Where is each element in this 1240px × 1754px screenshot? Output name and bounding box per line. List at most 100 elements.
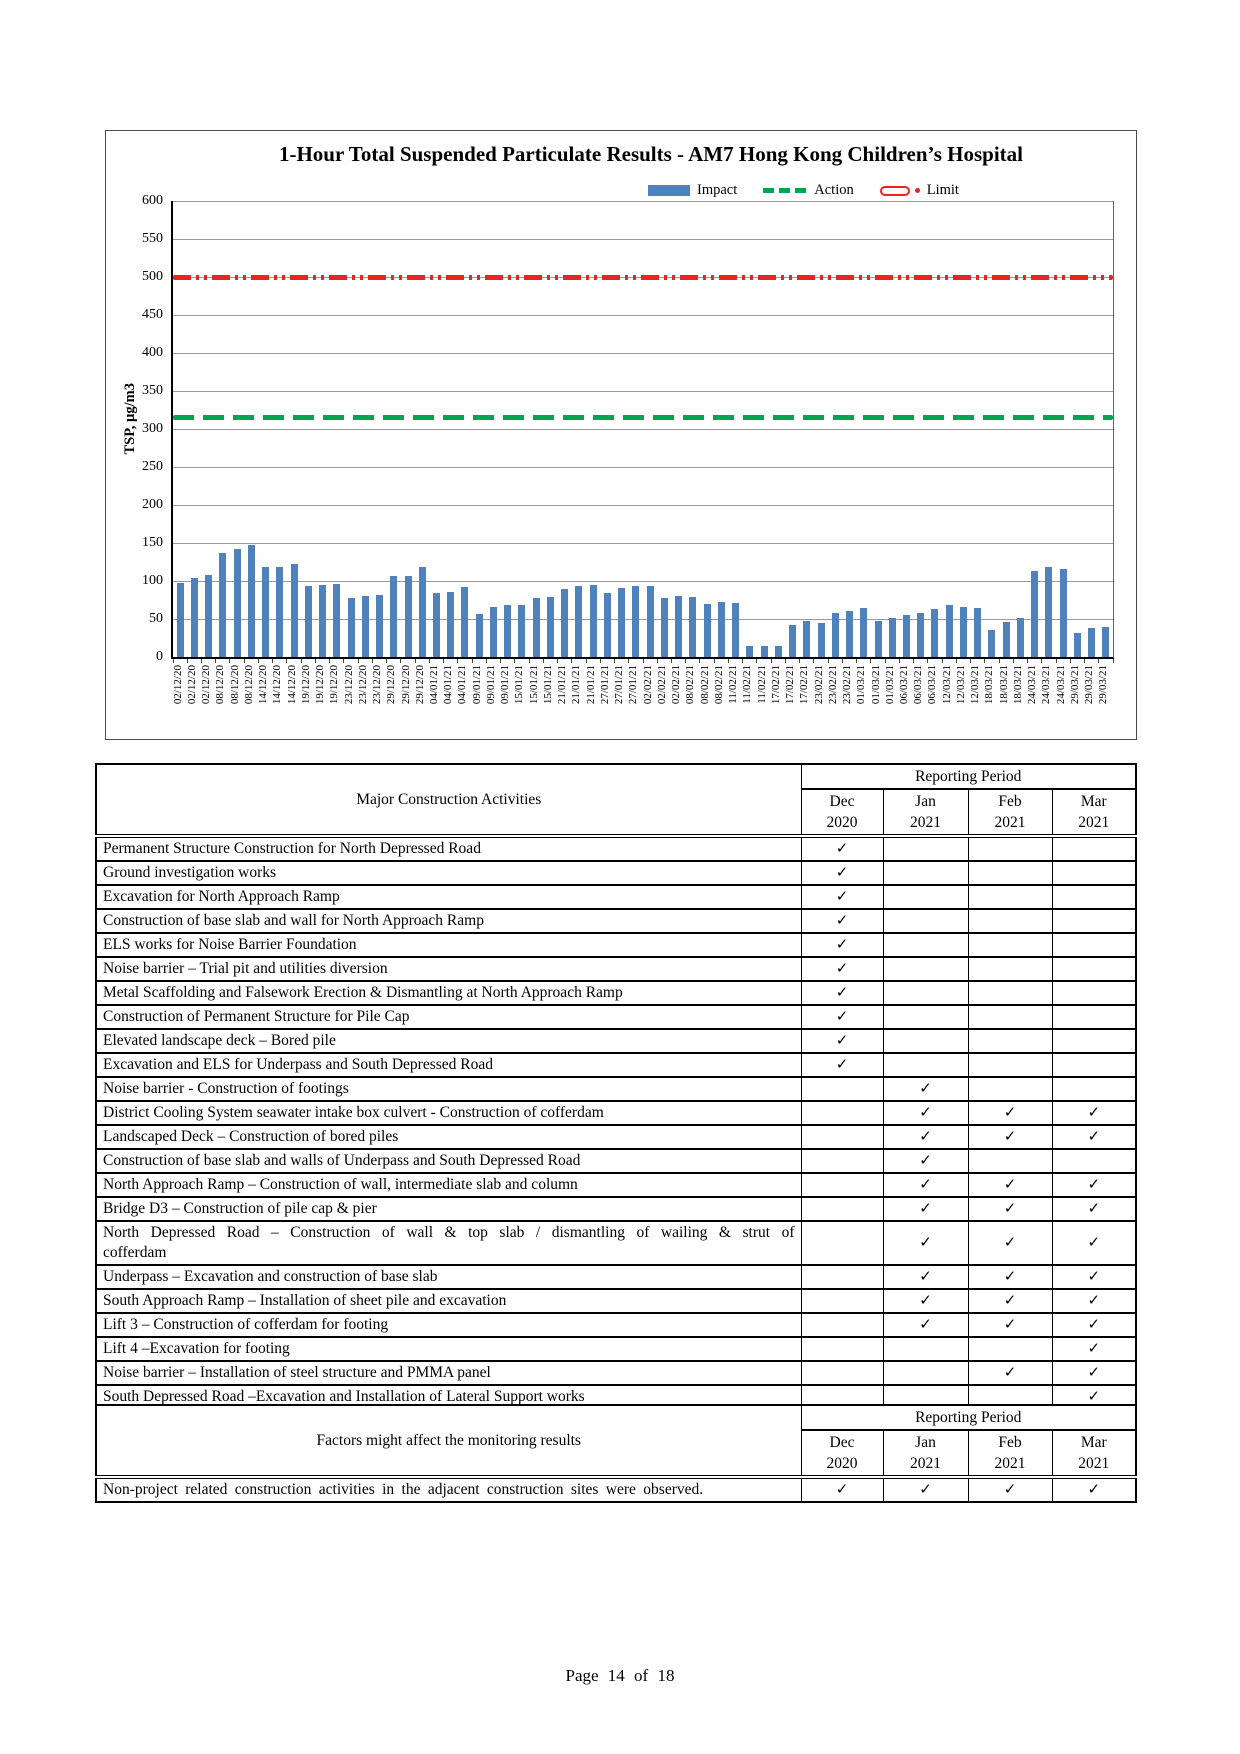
- x-axis-tick: [927, 659, 929, 663]
- legend-item-impact: Impact: [648, 182, 737, 199]
- x-axis-tick: [400, 659, 402, 663]
- impact-bar: [376, 595, 383, 657]
- impact-bar: [959, 606, 967, 657]
- x-axis-tick: [955, 659, 957, 663]
- impact-bar: [888, 618, 896, 657]
- check-cell: ✓: [882, 1100, 969, 1126]
- table-row: Ground investigation works ✓: [95, 860, 1137, 886]
- check-cell: ✓: [967, 1312, 1053, 1338]
- impact-bar: [874, 620, 882, 657]
- factors-table: Factors might affect the monitoring resu…: [95, 1404, 1138, 1503]
- check-cell: [1051, 1028, 1137, 1054]
- limit-dot-icon: [914, 188, 920, 193]
- impact-bar: [575, 585, 583, 657]
- legend-label-impact: Impact: [697, 182, 738, 198]
- table-row: District Cooling System seawater intake …: [95, 1100, 1137, 1126]
- period-header-row: Dec 2020 Jan 2021 Feb 2021 Mar 2021: [96, 788, 1137, 838]
- x-axis-tick: [756, 659, 758, 663]
- impact-bar: [489, 606, 497, 657]
- x-axis-date-label: 02/12/20: [185, 665, 198, 705]
- table-row: Landscaped Deck – Construction of bored …: [95, 1124, 1137, 1150]
- check-cell: [882, 932, 969, 958]
- table-row: Bridge D3 – Construction of pile cap & p…: [95, 1196, 1137, 1222]
- limit-pill-icon: [879, 185, 910, 196]
- y-tick-label: 150: [142, 535, 163, 550]
- check-cell: [800, 1076, 884, 1102]
- x-axis-tick: [699, 659, 701, 663]
- check-cell: [1051, 932, 1137, 958]
- x-axis-date-label: 12/03/21: [954, 665, 967, 705]
- activity-label: Excavation for North Approach Ramp: [95, 884, 802, 910]
- impact-bar: [190, 577, 198, 657]
- check-cell: ✓: [882, 1124, 969, 1150]
- period-year: 2021: [994, 814, 1026, 831]
- tsp-chart: 1-Hour Total Suspended Particulate Resul…: [105, 130, 1137, 740]
- impact-bar: [319, 584, 327, 657]
- impact-bar: [390, 575, 398, 657]
- x-axis-tick: [371, 659, 373, 663]
- x-axis-tick: [913, 659, 915, 663]
- x-axis-date-label: 08/02/21: [684, 665, 697, 705]
- check-cell: [882, 1028, 969, 1054]
- period-month: Mar: [1080, 1434, 1107, 1451]
- impact-bar: [803, 620, 811, 657]
- check-cell: ✓: [1051, 1196, 1137, 1222]
- y-tick-label: 600: [142, 193, 163, 208]
- x-axis-date-label: 23/02/21: [841, 665, 853, 705]
- table-row: Excavation for North Approach Ramp ✓: [95, 884, 1137, 910]
- x-axis-tick: [628, 659, 630, 663]
- x-axis-tick: [1055, 659, 1057, 663]
- table-row: Construction of Permanent Structure for …: [95, 1004, 1137, 1030]
- plot-area: 0 50 100 150 200 250 300 350 400 450 500 550 600: [142, 193, 1114, 664]
- x-axis-labels: 02/12/20 02/12/20 02/12/20 08/12/20 08/12/20…: [171, 661, 1111, 737]
- x-axis-tick: [656, 659, 658, 663]
- impact-bar: [945, 605, 953, 657]
- legend-item-action: Action: [763, 182, 854, 199]
- y-tick-label: 550: [142, 231, 163, 246]
- x-axis-date-label: 29/03/21: [1083, 665, 1096, 705]
- x-axis-date-label: 24/03/21: [1026, 665, 1039, 705]
- factors-header: Factors might affect the monitoring resu…: [95, 1404, 802, 1479]
- x-axis-tick: [813, 659, 815, 663]
- period-month: Mar: [1080, 793, 1107, 810]
- x-axis-date-label: 09/01/21: [484, 665, 497, 705]
- check-cell: ✓: [1051, 1220, 1137, 1266]
- x-axis-tick: [685, 659, 687, 663]
- period-header-cell: Jan 2021: [882, 788, 969, 838]
- activities-table: Major Construction Activities Reporting …: [95, 763, 1138, 1410]
- period-header-cell: Feb 2021: [967, 788, 1053, 838]
- x-axis-date-label: 06/03/21: [926, 665, 939, 705]
- legend-label-action: Action: [814, 182, 854, 198]
- x-axis-date-label: 17/02/21: [798, 665, 811, 705]
- impact-bar: [176, 582, 184, 657]
- period-year: 2021: [910, 814, 941, 831]
- x-axis-tick: [272, 659, 274, 663]
- check-cell: [967, 860, 1053, 886]
- check-cell: [1051, 1052, 1137, 1078]
- x-axis-tick: [243, 659, 245, 663]
- check-cell: ✓: [800, 932, 884, 958]
- check-cell: [967, 980, 1053, 1006]
- x-axis-tick: [585, 659, 587, 663]
- check-cell: ✓: [882, 1196, 969, 1222]
- check-cell: [800, 1196, 884, 1222]
- impact-bar: [732, 603, 740, 657]
- period-month: Feb: [998, 793, 1022, 810]
- y-tick-label: 250: [142, 459, 163, 474]
- x-axis-tick: [898, 659, 900, 663]
- x-axis-date-label: 02/02/21: [641, 665, 654, 705]
- x-axis-tick: [841, 659, 843, 663]
- check-cell: [967, 1028, 1053, 1054]
- x-axis-date-label: 15/01/21: [513, 665, 526, 705]
- y-tick-label: 100: [142, 573, 163, 588]
- check-cell: ✓: [882, 1220, 969, 1266]
- x-axis-tick: [856, 659, 858, 663]
- x-axis-tick: [343, 659, 345, 663]
- impact-bar: [789, 625, 797, 657]
- x-axis-tick: [386, 659, 388, 663]
- x-axis-tick: [428, 659, 430, 663]
- impact-bar: [219, 552, 227, 657]
- impact-bar: [1088, 628, 1096, 657]
- gridline: [173, 429, 1113, 430]
